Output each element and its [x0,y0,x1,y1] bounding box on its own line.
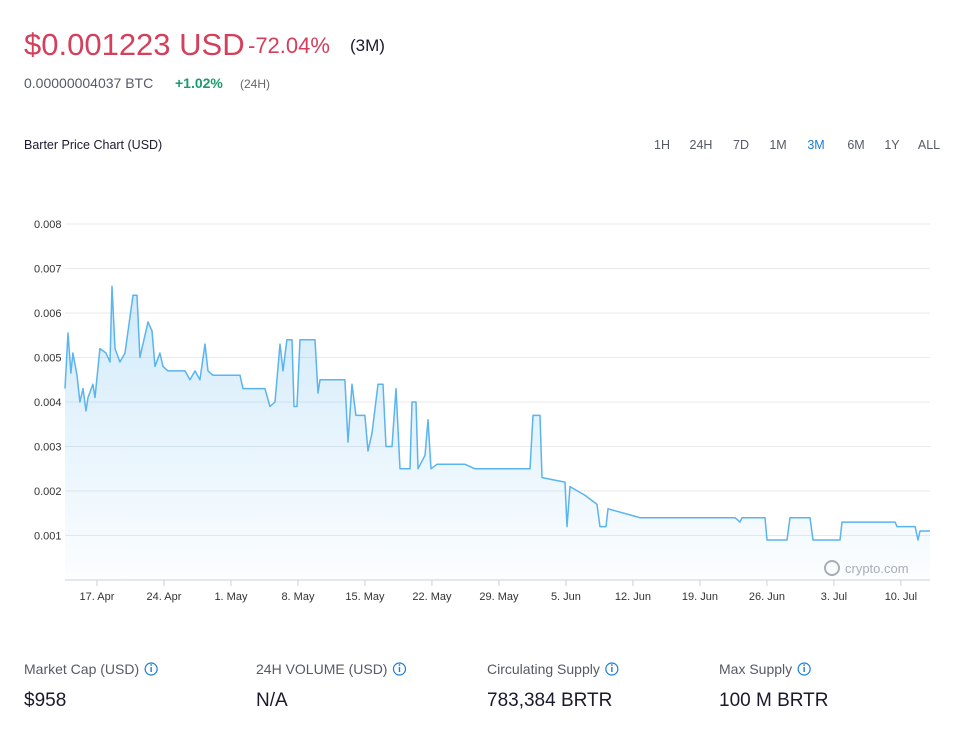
range-button[interactable]: 7D [733,138,749,152]
y-tick-label: 0.001 [34,531,62,543]
info-icon [144,662,158,676]
x-tick-label: 15. May [345,591,385,603]
info-icon-dot [398,664,401,666]
x-tick-label: 17. Apr [80,591,115,603]
range-button[interactable]: 24H [690,138,713,152]
btc-change: +1.02% [175,75,223,91]
stats: Market Cap (USD) $958 24H VOLUME (USD) N/A C… [24,661,828,711]
watermark: crypto.com [824,560,909,576]
price-change: -72.04% [248,33,330,58]
x-tick-label: 22. May [412,591,452,603]
info-icon [392,662,407,676]
x-tick-label: 10. Jul [885,591,917,603]
y-tick-label: 0.005 [34,353,62,365]
x-tick-label: 8. May [281,591,315,603]
stat-value: N/A [256,690,288,711]
range-selector: 1H 24H 7D 1M 3M 6M 1Y ALL [654,138,940,152]
range-button[interactable]: 1H [654,138,670,152]
x-tick-label: 5. Jun [551,591,581,603]
y-tick-label: 0.006 [34,308,62,320]
x-tick-label: 12. Jun [615,591,651,603]
price-period: (3M) [350,36,385,55]
stat-label: Market Cap (USD) [24,661,139,677]
x-tick-label: 24. Apr [147,591,182,603]
price-line [64,285,930,541]
range-button[interactable]: 3M [807,138,824,152]
stat-value: 783,384 BRTR [487,690,612,711]
stat-label: Max Supply [719,661,792,677]
info-icon-dot [610,664,613,666]
x-tick-label: 29. May [479,591,519,603]
y-tick-label: 0.007 [34,264,62,276]
info-icon [605,662,619,676]
x-tick-label: 3. Jul [821,591,847,603]
info-icon [797,662,811,676]
y-tick-label: 0.004 [34,397,62,409]
price-btc: 0.00000004037 BTC [24,75,153,91]
watermark-logo [824,560,840,576]
info-icon-dot [150,664,153,666]
price-usd: $0.001223 USD [24,27,245,62]
stat-value: $958 [24,690,66,711]
stat-label: Circulating Supply [487,661,600,677]
range-button[interactable]: 1M [769,138,786,152]
range-button[interactable]: ALL [918,138,940,152]
price-area [65,286,930,580]
btc-period: (24H) [240,77,270,91]
x-tick-label: 19. Jun [682,591,718,603]
y-tick-label: 0.003 [34,442,62,454]
info-icon-dot [803,664,806,666]
chart: 0.001 0.002 0.003 0.004 0.005 0.006 0.007 0.008… [34,219,930,603]
range-button[interactable]: 1Y [884,138,900,152]
range-button[interactable]: 6M [847,138,864,152]
x-tick-label: 26. Jun [749,591,785,603]
y-tick-label: 0.002 [34,486,62,498]
y-tick-label: 0.008 [34,219,62,231]
stat-label: 24H VOLUME (USD) [256,661,387,677]
x-tick-label: 1. May [214,591,248,603]
watermark-text: crypto.com [845,561,909,576]
stat-value: 100 M BRTR [719,690,828,711]
chart-title: Barter Price Chart (USD) [24,138,162,152]
